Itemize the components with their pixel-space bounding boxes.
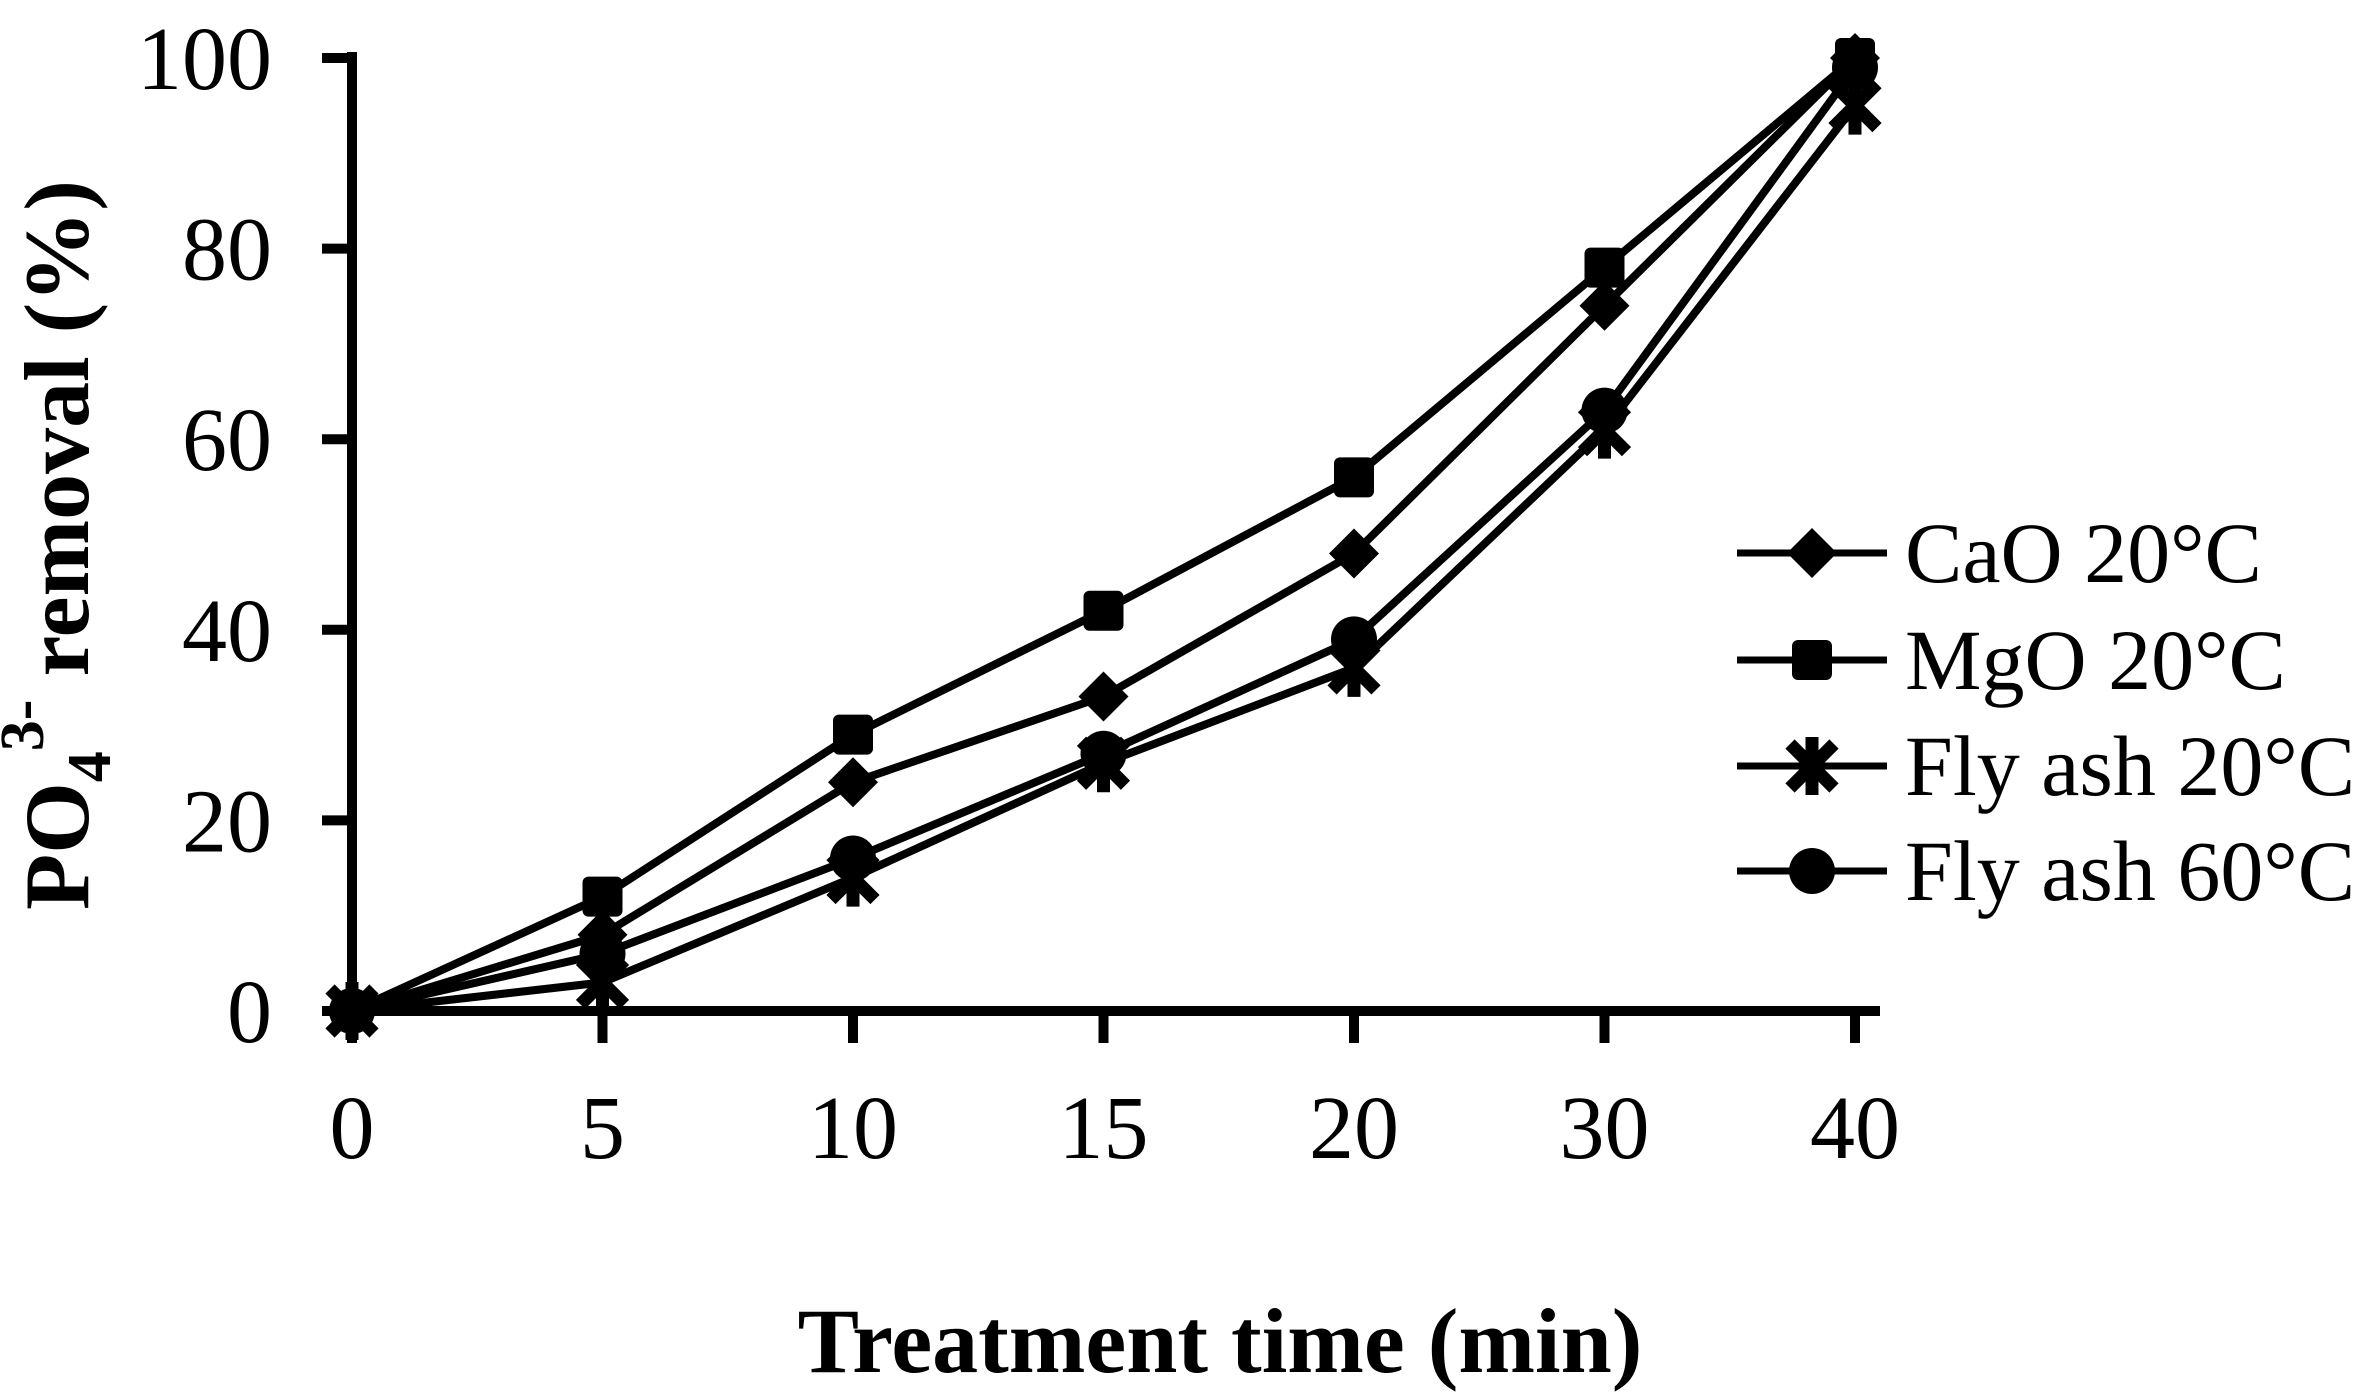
axes [347,52,1880,1016]
legend-item-mgo-20-c: MgO 20°C [1737,612,2286,708]
x-tick-label: 30 [1560,1079,1650,1178]
series-line [351,103,1859,1015]
square-marker [1083,590,1124,631]
square-marker [1792,640,1832,680]
legend-label: Fly ash 60°C [1905,823,2355,919]
square-marker [1334,457,1374,498]
y-tick-label: 20 [182,772,272,871]
legend-item-cao-20-c: CaO 20°C [1737,505,2262,601]
axis-spines [347,52,1880,1016]
y-tick-label: 0 [227,963,272,1062]
circle-marker [1080,730,1127,777]
asterisk-marker [1785,737,1839,795]
y-tick-label: 40 [182,582,272,681]
x-tick-label: 15 [1059,1079,1149,1178]
diamond-marker [1787,528,1837,578]
series-line [351,65,1859,1015]
square-marker [1584,247,1625,288]
y-axis-title: PO43- removal (%) [0,180,124,910]
series-cao-20-c [327,33,1880,1036]
circle-marker [579,930,626,977]
series-line [350,55,1858,1015]
y-tick-label: 100 [137,10,272,109]
x-tick-label: 20 [1309,1079,1399,1178]
y-axis: 0 20 40 60 80 100 [137,10,352,1062]
diamond-marker [1329,528,1379,579]
circle-marker [1789,848,1835,894]
square-marker [582,876,623,917]
circle-marker [329,988,375,1034]
x-axis: 0 5 10 15 20 30 40 [330,1011,1900,1178]
circle-marker [1581,387,1628,434]
circle-marker [1331,616,1377,663]
circle-marker [1832,44,1878,91]
x-tick-label: 0 [330,1079,375,1178]
y-tick-label: 80 [182,201,272,300]
legend-label: MgO 20°C [1905,612,2286,708]
legend-label: CaO 20°C [1905,505,2262,601]
diamond-marker [1078,671,1129,722]
legend-label: Fly ash 20°C [1905,718,2355,814]
legend-item-fly-ash-20-c: Fly ash 20°C [1737,718,2355,814]
x-tick-label: 5 [580,1079,625,1178]
y-tick-label: 60 [182,391,272,490]
diamond-marker [828,757,878,808]
circle-marker [830,835,876,882]
diamond-marker [1579,280,1630,331]
series-line [350,54,1858,1015]
x-tick-label: 10 [808,1079,898,1178]
legend-item-fly-ash-60-c: Fly ash 60°C [1737,823,2355,919]
series-mgo-20-c [332,38,1875,1031]
x-tick-label: 40 [1810,1079,1900,1178]
x-axis-title: Treatment time (min) [798,1290,1643,1392]
series-fly-ash-20-c [325,76,1882,1040]
square-marker [833,714,873,755]
series-fly-ash-60-c [329,44,1878,1034]
